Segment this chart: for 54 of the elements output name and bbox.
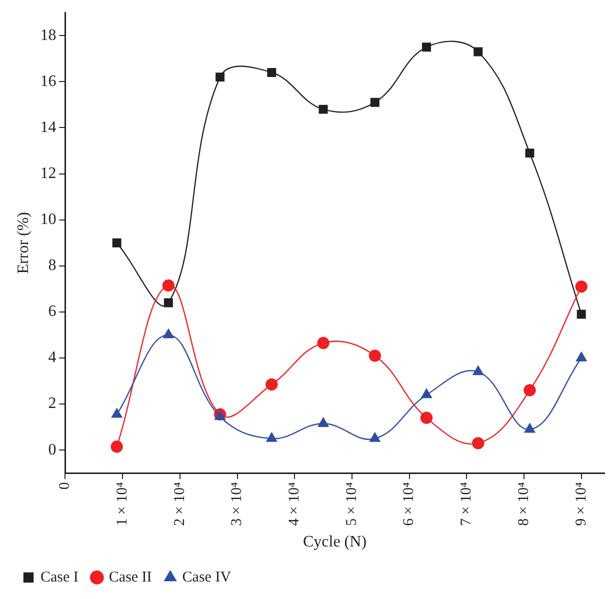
y-tick-label: 6 — [48, 303, 56, 320]
y-tick-label: 16 — [40, 72, 56, 90]
point — [525, 148, 534, 158]
y-tick-label: 12 — [40, 164, 56, 182]
legend-label: Case II — [108, 569, 152, 586]
point — [163, 328, 174, 338]
point — [370, 98, 380, 107]
x-tick-label: 3 × 10⁴ — [229, 482, 246, 526]
y-tick-label: 0 — [48, 441, 56, 458]
point — [576, 310, 586, 319]
y-tick-label: 18 — [40, 26, 56, 44]
x-tick-label: 1 × 10⁴ — [114, 482, 130, 526]
point — [164, 298, 173, 308]
point — [216, 72, 225, 82]
point — [162, 279, 175, 292]
point — [420, 412, 433, 424]
point — [318, 418, 329, 427]
x-tick-label: 4 × 10⁴ — [286, 482, 303, 526]
y-tick-label: 14 — [40, 118, 56, 136]
y-tick-label: 10 — [40, 211, 56, 228]
x-tick-label: 2 × 10⁴ — [172, 482, 188, 526]
point — [112, 238, 122, 248]
x-tick-label: 5 × 10⁴ — [344, 482, 360, 526]
point — [421, 388, 432, 398]
point — [266, 378, 278, 391]
point — [266, 432, 278, 442]
point — [576, 352, 587, 362]
x-tick-label: 6 × 10⁴ — [401, 482, 418, 526]
point — [370, 432, 380, 442]
x-tick-label: 0 — [57, 482, 74, 490]
x-axis-title: Cycle (N) — [302, 534, 367, 551]
y-tick-label: 8 — [48, 257, 56, 274]
point — [524, 384, 536, 396]
point — [422, 42, 431, 52]
point — [524, 423, 536, 433]
point — [267, 68, 276, 77]
point — [111, 408, 122, 418]
point — [575, 280, 588, 293]
x-tick-label: 7 × 10⁴ — [458, 482, 475, 526]
point — [214, 410, 226, 420]
point — [317, 336, 330, 350]
point — [474, 47, 483, 56]
y-tick-label: 2 — [48, 395, 56, 412]
point — [472, 366, 484, 376]
point — [472, 437, 484, 450]
x-tick-label: 8 × 10⁴ — [516, 482, 532, 526]
y-tick-label: 4 — [48, 349, 56, 366]
point — [368, 350, 381, 362]
legend-label: Case I — [40, 569, 78, 586]
x-tick-label: 9 × 10⁴ — [573, 482, 590, 526]
legend-label: Case IV — [182, 569, 232, 586]
point — [110, 440, 123, 453]
y-axis-title: Error (%) — [14, 212, 32, 274]
point — [318, 104, 328, 114]
